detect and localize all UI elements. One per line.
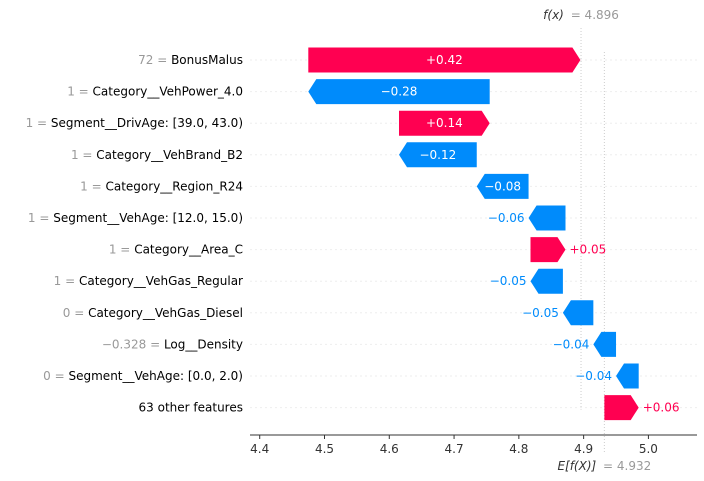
- negative-bar: [562, 300, 594, 326]
- feature-name: Category__VehBrand_B2: [96, 148, 243, 162]
- feature-label: 63 other features: [139, 401, 243, 415]
- feature-label: 1 = Category__VehGas_Regular: [54, 274, 243, 288]
- efx-annotation: E[f(X)] = 4.932: [557, 459, 651, 473]
- feature-label: 1 = Segment__DrivAge: [39.0, 43.0): [26, 116, 243, 130]
- feature-value: 0 =: [43, 369, 68, 383]
- feature-label: 1 = Category__Region_R24: [80, 179, 243, 193]
- positive-bar: [604, 395, 639, 421]
- feature-name: Log__Density: [164, 337, 243, 351]
- feature-name: BonusMalus: [171, 53, 243, 67]
- feature-name: Category__VehPower_4.0: [93, 85, 243, 99]
- feature-label: 1 = Category__VehPower_4.0: [67, 85, 243, 99]
- bar-value-label: −0.12: [419, 148, 456, 162]
- feature-value: −0.328 =: [102, 337, 164, 351]
- feature-label: 1 = Category__VehBrand_B2: [71, 148, 243, 162]
- negative-bar: [593, 331, 617, 357]
- contribution-bars: +0.42 −0.28 +0.14 −0.12 −0.08 −0.06 +0.05 −0.05…: [308, 47, 680, 421]
- feature-value: 72 =: [138, 53, 171, 67]
- feature-name: Category__Area_C: [134, 243, 243, 257]
- annotations: f(x) = 4.896 E[f(X)] = 4.932: [543, 8, 651, 473]
- bar-value-label: +0.06: [643, 401, 680, 415]
- bar-value-label: −0.28: [381, 85, 418, 99]
- positive-bar: [530, 237, 566, 263]
- negative-bar: [476, 173, 529, 199]
- efx-label: E[f(X)]: [557, 459, 596, 473]
- negative-bar: [308, 79, 490, 105]
- x-tick-label: 4.9: [574, 442, 593, 456]
- reference-lines: [580, 28, 605, 453]
- feature-labels: 72 = BonusMalus 1 = Category__VehPower_4.…: [26, 53, 243, 415]
- feature-label: 0 = Category__VehGas_Diesel: [63, 306, 243, 320]
- x-tick-label: 4.6: [380, 442, 399, 456]
- feature-value: 1 =: [26, 116, 51, 130]
- x-tick-label: 4.5: [315, 442, 334, 456]
- feature-name: Segment__VehAge: [12.0, 15.0): [53, 211, 243, 225]
- bar-value-label: +0.42: [426, 53, 463, 67]
- feature-value: 1 =: [54, 274, 79, 288]
- feature-label: 72 = BonusMalus: [138, 53, 243, 67]
- fx-value: = 4.896: [571, 8, 619, 22]
- positive-bar: [308, 47, 581, 73]
- feature-name: Category__VehGas_Regular: [79, 274, 243, 288]
- bar-value-label: +0.05: [569, 243, 606, 257]
- negative-bar: [528, 205, 566, 231]
- x-tick-label: 4.4: [250, 442, 269, 456]
- efx-value: = 4.932: [603, 459, 651, 473]
- bar-value-label: −0.04: [575, 369, 612, 383]
- bar-value-label: +0.14: [426, 116, 463, 130]
- positive-bar: [399, 110, 490, 136]
- negative-bar: [530, 268, 563, 294]
- feature-name: Segment__DrivAge: [39.0, 43.0): [51, 116, 243, 130]
- feature-label: 1 = Segment__VehAge: [12.0, 15.0): [28, 211, 243, 225]
- feature-value: 1 =: [71, 148, 96, 162]
- feature-name: Segment__VehAge: [0.0, 2.0): [69, 369, 244, 383]
- feature-value: 1 =: [28, 211, 53, 225]
- fx-annotation: f(x) = 4.896: [543, 8, 619, 22]
- feature-label: 0 = Segment__VehAge: [0.0, 2.0): [43, 369, 243, 383]
- x-tick-label: 4.7: [445, 442, 464, 456]
- x-tick-label: 5.0: [639, 442, 658, 456]
- feature-name: Category__VehGas_Diesel: [88, 306, 243, 320]
- bar-value-label: −0.04: [553, 337, 590, 351]
- feature-value: 1 =: [109, 243, 134, 257]
- bar-value-label: −0.06: [488, 211, 525, 225]
- feature-value: 1 =: [67, 85, 92, 99]
- bar-value-label: −0.05: [490, 274, 527, 288]
- negative-bar: [616, 363, 639, 389]
- bar-value-label: −0.05: [522, 306, 559, 320]
- feature-value: 0 =: [63, 306, 88, 320]
- x-axis: 4.4 4.5 4.6 4.7 4.8 4.9 5.0: [250, 434, 697, 456]
- feature-name: Category__Region_R24: [105, 179, 243, 193]
- bar-value-label: −0.08: [484, 179, 521, 193]
- fx-label: f(x): [543, 8, 564, 22]
- x-tick-label: 4.8: [509, 442, 528, 456]
- feature-value: 1 =: [80, 179, 105, 193]
- negative-bar: [399, 142, 477, 168]
- feature-label: 1 = Category__Area_C: [109, 243, 243, 257]
- feature-name: 63 other features: [139, 401, 243, 415]
- feature-label: −0.328 = Log__Density: [102, 337, 243, 351]
